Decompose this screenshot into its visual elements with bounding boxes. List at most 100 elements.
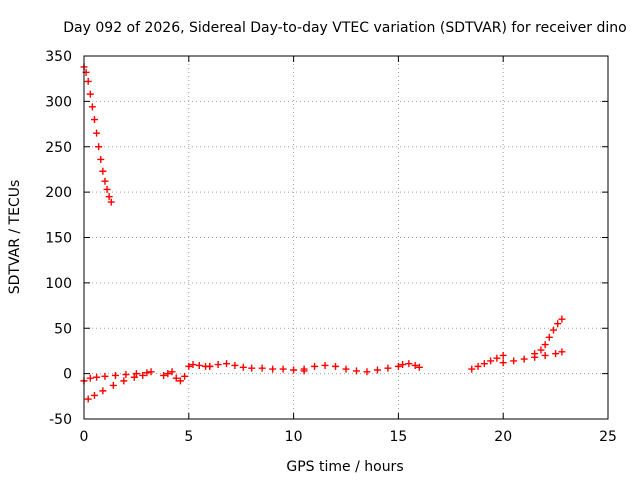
data-point bbox=[99, 167, 107, 175]
data-point bbox=[363, 368, 371, 376]
data-point bbox=[487, 357, 495, 365]
data-series bbox=[206, 360, 308, 375]
data-point bbox=[558, 348, 566, 356]
chart-title: Day 092 of 2026, Sidereal Day-to-day VTE… bbox=[63, 20, 626, 36]
data-series bbox=[399, 360, 423, 371]
data-point bbox=[510, 357, 518, 365]
data-point bbox=[111, 371, 119, 379]
data-point bbox=[109, 381, 117, 389]
data-point bbox=[411, 361, 419, 369]
data-point bbox=[130, 373, 138, 381]
data-point bbox=[101, 177, 109, 185]
data-point bbox=[86, 374, 94, 382]
y-tick-label: 200 bbox=[45, 185, 72, 201]
data-point bbox=[181, 372, 189, 380]
data-point bbox=[474, 362, 482, 370]
plot-frame bbox=[83, 55, 609, 420]
data-point bbox=[93, 129, 101, 137]
data-series bbox=[531, 315, 566, 358]
data-series bbox=[160, 361, 214, 385]
data-point bbox=[97, 155, 105, 163]
data-point bbox=[269, 365, 277, 373]
data-series bbox=[80, 368, 155, 385]
data-point bbox=[90, 116, 98, 124]
data-point bbox=[160, 371, 168, 379]
data-point bbox=[164, 370, 172, 378]
x-tick-label: 5 bbox=[184, 429, 193, 445]
data-point bbox=[321, 361, 329, 369]
data-point bbox=[105, 193, 113, 201]
data-point bbox=[88, 103, 96, 111]
data-point bbox=[552, 350, 560, 358]
x-tick-label: 15 bbox=[389, 429, 407, 445]
data-points bbox=[80, 63, 566, 403]
data-point bbox=[537, 346, 545, 354]
data-point bbox=[399, 361, 407, 369]
data-point bbox=[405, 360, 413, 368]
data-point bbox=[332, 362, 340, 370]
grid bbox=[84, 56, 608, 419]
data-point bbox=[545, 333, 553, 341]
data-point bbox=[86, 90, 94, 98]
y-tick-label: 100 bbox=[45, 276, 72, 292]
data-point bbox=[172, 374, 180, 382]
data-point bbox=[550, 326, 558, 334]
data-point bbox=[206, 362, 214, 370]
data-point bbox=[84, 395, 92, 403]
data-point bbox=[195, 361, 203, 369]
y-tick-label: -50 bbox=[49, 412, 72, 428]
data-point bbox=[342, 365, 350, 373]
data-point bbox=[143, 369, 151, 377]
y-tick-label: 150 bbox=[45, 231, 72, 247]
y-tick-label: 50 bbox=[54, 321, 72, 337]
data-point bbox=[107, 198, 115, 206]
data-point bbox=[176, 377, 184, 385]
x-tick-label: 10 bbox=[285, 429, 303, 445]
data-point bbox=[300, 365, 308, 373]
data-point bbox=[352, 367, 360, 375]
data-point bbox=[493, 354, 501, 362]
data-series bbox=[499, 348, 566, 367]
data-point bbox=[554, 320, 562, 328]
data-point bbox=[231, 361, 239, 369]
data-point bbox=[499, 359, 507, 367]
data-point bbox=[147, 368, 155, 376]
data-point bbox=[541, 341, 549, 349]
data-point bbox=[311, 362, 319, 370]
axis-ticks: 0 5 10 15 20 25 -50 0 50 100 150 200 250 300 350 bbox=[45, 49, 617, 445]
data-point bbox=[93, 373, 101, 381]
x-tick-label: 0 bbox=[80, 429, 89, 445]
data-point bbox=[99, 387, 107, 395]
x-tick-label: 25 bbox=[599, 429, 617, 445]
data-point bbox=[189, 361, 197, 369]
y-tick-label: 350 bbox=[45, 49, 72, 65]
data-point bbox=[84, 77, 92, 85]
y-tick-label: 0 bbox=[63, 367, 72, 383]
data-point bbox=[373, 366, 381, 374]
data-point bbox=[520, 355, 528, 363]
data-point bbox=[122, 371, 130, 379]
data-point bbox=[480, 360, 488, 368]
data-series bbox=[300, 361, 402, 376]
data-point bbox=[185, 362, 193, 370]
data-point bbox=[468, 365, 476, 373]
y-axis-label: SDTVAR / TECUs bbox=[7, 180, 23, 295]
data-point bbox=[214, 361, 222, 369]
data-point bbox=[132, 370, 140, 378]
data-point bbox=[531, 350, 539, 358]
data-point bbox=[541, 351, 549, 359]
data-point bbox=[223, 360, 231, 368]
data-point bbox=[394, 362, 402, 370]
data-point bbox=[558, 315, 566, 323]
data-point bbox=[258, 364, 266, 372]
data-point bbox=[90, 391, 98, 399]
data-series bbox=[468, 351, 507, 373]
x-tick-label: 20 bbox=[494, 429, 512, 445]
data-point bbox=[248, 364, 256, 372]
data-point bbox=[120, 377, 128, 385]
data-point bbox=[499, 351, 507, 359]
data-point bbox=[168, 368, 176, 376]
data-point bbox=[279, 365, 287, 373]
data-point bbox=[101, 372, 109, 380]
y-tick-label: 300 bbox=[45, 94, 72, 110]
